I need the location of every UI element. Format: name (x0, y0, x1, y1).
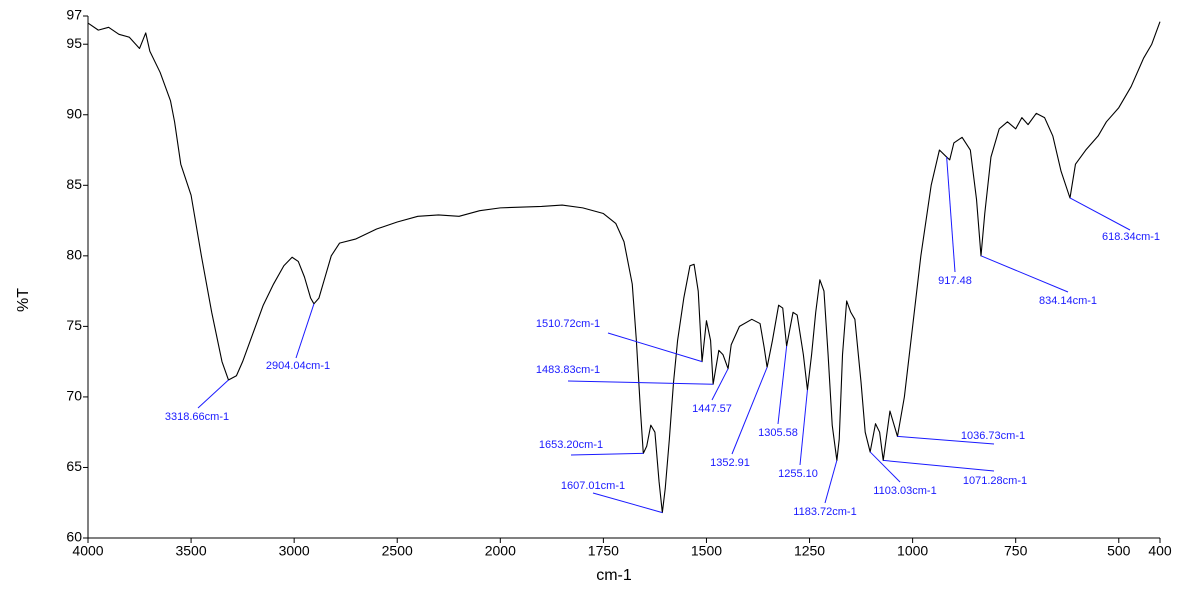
annotation-leader (592, 492, 663, 514)
annotation-label: 3318.66cm-1 (165, 411, 229, 423)
y-tick-label: 90 (66, 105, 82, 121)
annotation-leader (567, 380, 714, 385)
y-tick-label: 85 (66, 176, 82, 192)
annotation-label: 1607.01cm-1 (561, 480, 625, 492)
y-tick-label: 97 (66, 7, 82, 23)
x-tick-label: 750 (1004, 543, 1028, 559)
y-tick-label: 95 (66, 35, 82, 51)
x-tick-label: 3000 (279, 543, 310, 559)
x-tick-label: 2500 (382, 543, 413, 559)
x-tick-label: 400 (1148, 543, 1172, 559)
spectrum-line (87, 21, 1161, 514)
annotation-label: 1653.20cm-1 (539, 439, 603, 451)
annotation-leader (869, 451, 901, 483)
annotation-leader (946, 157, 956, 273)
x-axis-label: cm-1 (596, 567, 632, 584)
annotation-label: 1510.72cm-1 (536, 318, 600, 330)
annotation-label: 1483.83cm-1 (536, 364, 600, 376)
annotation-leader (897, 435, 995, 445)
annotation-leader (824, 460, 838, 504)
annotation-label: 1183.72cm-1 (793, 506, 856, 518)
annotation-leader (570, 452, 644, 456)
x-tick-label: 1750 (588, 543, 619, 559)
annotation-label: 1255.10 (778, 468, 818, 480)
annotation-label: 1103.03cm-1 (873, 485, 936, 497)
y-axis-label: %T (15, 288, 32, 312)
annotation-label: 2904.04cm-1 (266, 360, 330, 372)
annotation-leader (711, 368, 729, 401)
x-tick-label: 1500 (691, 543, 722, 559)
annotation-leader (607, 332, 703, 363)
annotation-label: 1305.58 (758, 427, 798, 439)
annotation-leader (777, 346, 788, 425)
annotation-leader (1069, 197, 1131, 231)
annotation-leader (197, 379, 229, 409)
y-tick-label: 80 (66, 247, 82, 263)
x-tick-label: 500 (1107, 543, 1131, 559)
annotation-leader (799, 389, 808, 466)
annotation-label: 1071.28cm-1 (963, 475, 1027, 487)
annotation-label: 1447.57 (692, 403, 732, 415)
y-tick-label: 65 (66, 458, 82, 474)
annotation-label: 1352.91 (710, 457, 750, 469)
annotation-leader (883, 459, 995, 472)
annotation-label: 834.14cm-1 (1039, 295, 1097, 307)
x-tick-label: 1250 (794, 543, 825, 559)
y-tick-label: 75 (66, 317, 82, 333)
annotation-label: 917.48 (938, 275, 972, 287)
annotation-leader (731, 367, 768, 455)
x-tick-label: 3500 (175, 543, 206, 559)
annotation-leader (295, 303, 315, 359)
x-tick-label: 1000 (897, 543, 928, 559)
annotation-label: 1036.73cm-1 (961, 430, 1025, 442)
y-tick-label: 70 (66, 388, 82, 404)
x-tick-label: 4000 (72, 543, 103, 559)
x-tick-label: 2000 (485, 543, 516, 559)
annotation-leader (980, 255, 1069, 293)
y-tick-label: 60 (66, 529, 82, 545)
annotation-label: 618.34cm-1 (1102, 231, 1160, 243)
